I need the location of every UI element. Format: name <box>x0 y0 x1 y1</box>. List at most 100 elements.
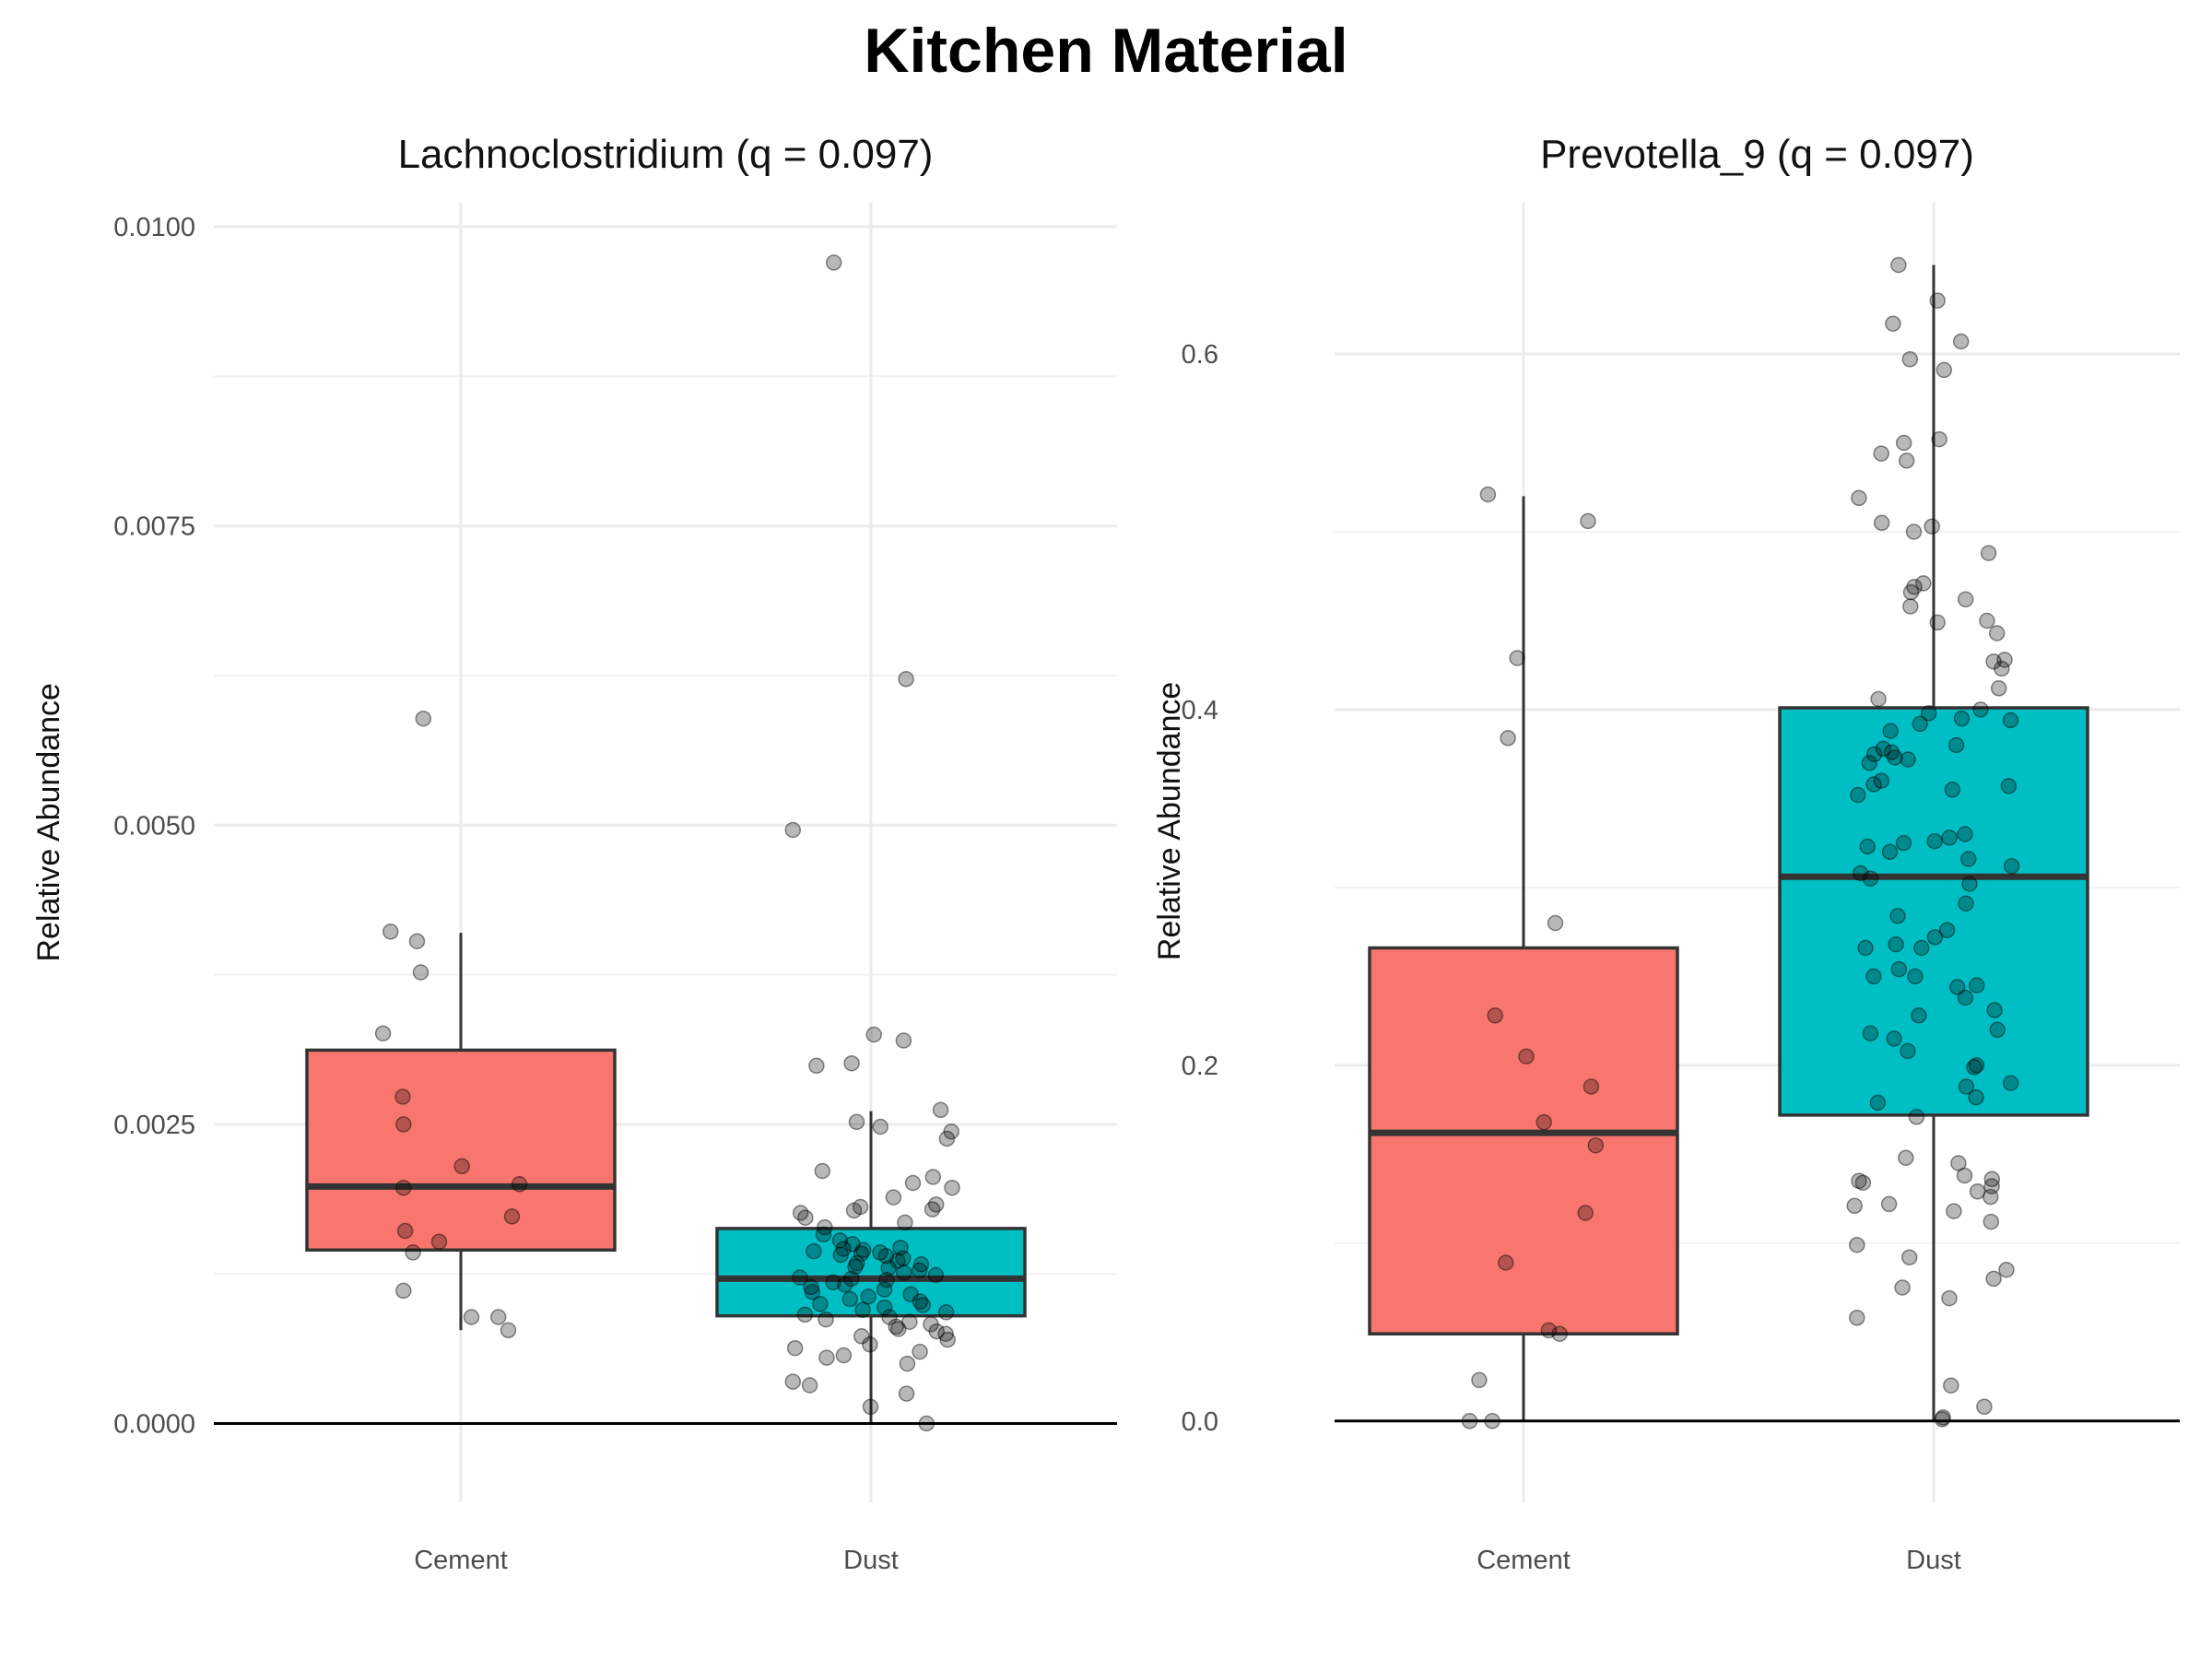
y-axis-label: Relative Abundance <box>31 683 66 961</box>
data-point <box>1870 690 1887 708</box>
data-point <box>814 1162 831 1180</box>
data-point <box>1551 1325 1568 1342</box>
data-point <box>1479 486 1497 503</box>
data-point <box>1943 1377 1959 1394</box>
data-point <box>854 1301 871 1318</box>
data-point <box>1905 524 1923 540</box>
data-point <box>1857 939 1874 957</box>
data-point <box>1996 652 2013 668</box>
data-point <box>804 1283 821 1300</box>
data-point <box>796 1306 814 1324</box>
data-point <box>852 1198 869 1216</box>
data-point <box>395 1116 412 1133</box>
data-point <box>1941 1289 1958 1307</box>
data-point <box>1852 865 1869 882</box>
data-point <box>1902 583 1920 601</box>
y-tick-label: 0.0075 <box>113 512 195 542</box>
data-point <box>1920 705 1937 722</box>
data-point <box>825 254 842 271</box>
data-point <box>888 1318 904 1335</box>
data-point <box>1900 1249 1918 1265</box>
data-point <box>1854 1174 1872 1191</box>
data-point <box>1873 445 1889 462</box>
data-point <box>911 1262 928 1279</box>
data-point <box>801 1377 818 1394</box>
data-point <box>1873 514 1890 532</box>
data-point <box>928 1323 946 1340</box>
data-point <box>1583 1078 1600 1095</box>
data-point <box>835 1241 852 1257</box>
data-point <box>818 1349 835 1366</box>
data-point <box>943 1123 959 1140</box>
data-point <box>1862 870 1879 887</box>
data-point <box>1875 740 1892 758</box>
data-point <box>786 1339 804 1357</box>
data-point <box>412 964 429 981</box>
data-point <box>843 1054 860 1072</box>
data-point <box>1888 935 1904 953</box>
y-axis-label: Relative Abundance <box>1152 682 1187 960</box>
data-point <box>898 671 914 688</box>
data-point <box>904 1174 922 1192</box>
box-dust <box>1778 706 2089 1117</box>
data-point <box>503 1208 521 1225</box>
data-point <box>784 1373 802 1390</box>
data-point <box>1972 701 1989 718</box>
data-point <box>1887 749 1903 766</box>
data-point <box>912 1343 928 1360</box>
data-point <box>784 821 802 839</box>
data-point <box>1850 786 1866 804</box>
data-point <box>1577 1205 1594 1221</box>
data-point <box>1873 772 1890 789</box>
data-point <box>1986 1002 2003 1018</box>
data-point <box>1880 1195 1898 1213</box>
data-point <box>395 1282 412 1300</box>
data-point <box>1983 1188 1999 1206</box>
data-point <box>912 1256 930 1273</box>
data-point <box>1865 776 1882 793</box>
data-point <box>1471 1371 1488 1389</box>
box-cement <box>1368 946 1679 1335</box>
data-point <box>1968 1057 1985 1074</box>
data-point <box>831 1232 849 1249</box>
data-point <box>841 1290 859 1308</box>
data-point <box>2003 857 2020 875</box>
data-point <box>944 1179 960 1196</box>
data-point <box>1929 292 1946 309</box>
data-point <box>1946 1203 1962 1219</box>
data-point <box>876 1299 893 1316</box>
data-point <box>862 1398 879 1416</box>
data-point <box>1881 843 1899 861</box>
data-point <box>1890 960 1908 978</box>
data-point <box>1886 1030 1902 1047</box>
data-point <box>396 1222 414 1240</box>
data-point <box>1535 1113 1552 1131</box>
data-point <box>1894 1279 1911 1296</box>
data-point <box>1851 1172 1867 1190</box>
data-point <box>463 1309 480 1325</box>
data-point <box>374 1025 392 1041</box>
data-point <box>1869 1094 1887 1112</box>
data-point <box>1862 1025 1879 1041</box>
data-point <box>1906 579 1923 595</box>
data-point <box>1890 256 1907 274</box>
data-point <box>1952 333 1970 350</box>
data-point <box>844 1236 861 1253</box>
panel-lachnoclostridium: 0.0000 0.0025 0.0050 0.0075 0.0100 Lachnoclos… <box>31 132 1117 1575</box>
data-point <box>2002 712 2019 729</box>
data-point <box>914 1297 932 1313</box>
data-point <box>845 1202 863 1219</box>
data-point <box>1540 1322 1558 1339</box>
data-point <box>489 1309 507 1325</box>
data-point <box>1983 1213 2000 1230</box>
data-point <box>1851 489 1867 507</box>
data-point <box>1547 914 1564 932</box>
data-point <box>1898 1149 1914 1166</box>
data-point <box>1949 979 1966 995</box>
data-point <box>1907 968 1924 985</box>
data-point <box>408 933 426 949</box>
data-point <box>1901 351 1919 368</box>
data-point <box>806 1242 822 1260</box>
data-point <box>1988 625 2006 641</box>
